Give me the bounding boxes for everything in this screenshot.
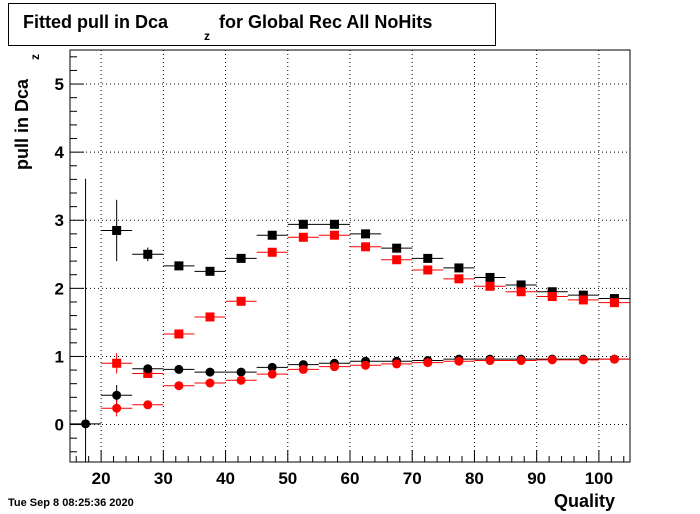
data-point-square (547, 287, 557, 297)
data-point-square (423, 265, 433, 275)
data-point-square (112, 358, 122, 368)
data-point-circle (112, 403, 122, 413)
data-point-circle (361, 360, 371, 370)
x-tick-label: 50 (278, 469, 297, 488)
data-point-square (267, 230, 277, 240)
data-point-circle (423, 358, 433, 368)
data-point-circle (578, 355, 588, 365)
data-point-square (298, 219, 308, 229)
data-point-square (516, 280, 526, 290)
x-tick-label: 20 (92, 469, 111, 488)
data-point-circle (392, 359, 402, 369)
data-point-square (205, 312, 215, 322)
data-point-circle (205, 367, 215, 377)
data-point-circle (143, 364, 153, 374)
data-point-circle (516, 356, 526, 366)
data-point-circle (236, 367, 246, 377)
x-tick-label: 60 (341, 469, 360, 488)
y-tick-label: 2 (55, 279, 64, 298)
chart-title-suffix: for Global Rec All NoHits (219, 12, 433, 32)
x-tick-label: 90 (527, 469, 546, 488)
y-tick-label: 5 (55, 75, 64, 94)
data-point-square (143, 249, 153, 259)
data-point-square (236, 296, 246, 306)
data-point-square (392, 255, 402, 265)
data-point-circle (174, 381, 184, 391)
data-point-circle (267, 362, 277, 372)
data-point-square (485, 281, 495, 291)
y-tick-label: 0 (55, 416, 64, 435)
data-point-square (329, 230, 339, 240)
timestamp: Tue Sep 8 08:25:36 2020 (8, 497, 134, 509)
chart-title-box: Fitted pull in Dca z for Global Rec All … (8, 3, 496, 46)
data-point-square (578, 290, 588, 300)
data-point-square (112, 225, 122, 235)
chart-title-subscript: z (204, 29, 210, 43)
data-point-circle (298, 364, 308, 374)
data-point-square (205, 266, 215, 276)
data-point-square (578, 295, 588, 305)
data-point-square (609, 298, 619, 308)
data-point-circle (454, 356, 464, 366)
data-point-circle (485, 356, 495, 366)
data-point-square (329, 219, 339, 229)
plot-frame (69, 49, 631, 463)
y-tick-label: 3 (55, 211, 64, 230)
data-point-square (236, 253, 246, 263)
data-point-square (298, 232, 308, 242)
data-point-square (174, 329, 184, 339)
y-tick-label: 4 (55, 143, 65, 162)
data-point-square (267, 247, 277, 257)
y-tick-label: 1 (55, 347, 64, 366)
data-point-circle (609, 354, 619, 364)
data-point-circle (329, 362, 339, 372)
data-point-square (485, 272, 495, 282)
x-tick-label: 70 (403, 469, 422, 488)
data-point-circle (143, 400, 153, 410)
data-point-circle (236, 375, 246, 385)
data-point-square (143, 368, 153, 378)
data-point-circle (267, 369, 277, 379)
data-point-circle (112, 390, 122, 400)
x-tick-label: 40 (216, 469, 235, 488)
data-point-square (392, 243, 402, 253)
x-tick-label: 30 (154, 469, 173, 488)
x-tick-label: 80 (465, 469, 484, 488)
data-point-square (423, 253, 433, 263)
data-point-circle (547, 355, 557, 365)
data-point-square (361, 229, 371, 239)
x-axis-label: Quality (554, 491, 616, 511)
data-point-circle (174, 364, 184, 374)
data-point-square (516, 287, 526, 297)
data-point-square (547, 292, 557, 302)
data-point-circle (205, 378, 215, 388)
data-point-circle (81, 419, 91, 429)
data-point-square (454, 274, 464, 284)
data-point-square (361, 242, 371, 252)
data-point-square (174, 261, 184, 271)
x-tick-label: 100 (585, 469, 613, 488)
data-point-square (454, 263, 464, 273)
chart-title: Fitted pull in Dca (23, 12, 169, 32)
